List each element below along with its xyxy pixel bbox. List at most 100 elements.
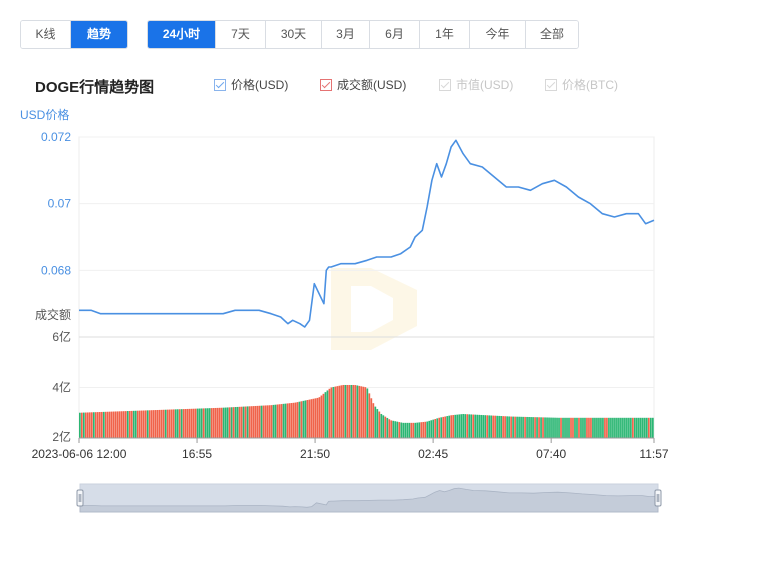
legend-price-usd[interactable]: 价格(USD): [214, 76, 288, 93]
volume-bar: [170, 409, 173, 438]
range-all[interactable]: 全部: [526, 21, 578, 48]
volume-bar: [326, 390, 329, 438]
volume-bar: [352, 384, 355, 438]
volume-bars: [79, 384, 654, 438]
volume-bar: [216, 407, 219, 438]
volume-bar: [264, 405, 267, 438]
volume-bar: [182, 409, 185, 438]
volume-bar: [426, 421, 429, 438]
volume-bar: [544, 417, 546, 438]
volume-bar: [510, 416, 512, 438]
volume-bar: [518, 416, 520, 438]
volume-bar: [566, 417, 568, 438]
volume-bar: [296, 402, 299, 438]
volume-bar: [616, 417, 618, 438]
volume-bar: [462, 414, 465, 438]
volume-bar: [150, 410, 153, 438]
volume-bar: [320, 395, 323, 438]
volume-bar: [488, 415, 490, 438]
volume-bar: [460, 414, 463, 438]
volume-bar: [534, 417, 536, 438]
volume-bar: [126, 411, 129, 438]
legend-marketcap-usd[interactable]: 市值(USD): [439, 76, 513, 93]
volume-bar: [302, 400, 305, 438]
range-3m[interactable]: 3月: [322, 21, 370, 48]
navigator-right-handle[interactable]: [654, 489, 662, 507]
tab-trend[interactable]: 趋势: [71, 21, 127, 48]
volume-bar: [272, 404, 275, 438]
checkbox-disabled-icon[interactable]: [545, 78, 557, 91]
range-24h[interactable]: 24小时: [148, 21, 216, 48]
volume-bar: [438, 417, 441, 438]
volume-bar: [638, 417, 640, 438]
range-ytd[interactable]: 今年: [470, 21, 526, 48]
volume-bar: [578, 417, 580, 438]
volume-bar: [402, 422, 405, 438]
volume-bar: [192, 408, 195, 438]
volume-bar: [608, 417, 610, 438]
volume-bar: [90, 412, 93, 438]
volume-bar: [540, 417, 542, 438]
volume-bar: [376, 409, 379, 438]
volume-bar: [354, 385, 357, 438]
volume-bar: [344, 384, 347, 438]
volume-bar: [200, 408, 203, 438]
navigator-left-handle[interactable]: [76, 489, 84, 507]
checkbox-disabled-icon[interactable]: [439, 78, 451, 91]
volume-bar: [160, 409, 163, 438]
range-30d[interactable]: 30天: [266, 21, 322, 48]
volume-bar: [418, 422, 421, 438]
volume-bar: [292, 402, 295, 438]
volume-bar: [316, 397, 319, 438]
volume-bar: [334, 386, 337, 438]
volume-bar: [386, 417, 389, 438]
volume-bar: [406, 422, 409, 438]
range-navigator[interactable]: [76, 483, 662, 513]
volume-bar: [490, 415, 492, 438]
volume-bar: [480, 414, 482, 438]
volume-bar: [220, 407, 223, 438]
legend-label: 市值(USD): [456, 78, 514, 92]
tab-kline[interactable]: K线: [21, 21, 71, 48]
volume-bar: [642, 417, 644, 438]
volume-bar: [560, 417, 562, 438]
volume-bar: [168, 409, 171, 438]
checkbox-checked-icon[interactable]: [214, 78, 226, 91]
volume-bar: [266, 405, 269, 438]
volume-bar: [132, 410, 135, 438]
volume-bar: [222, 407, 225, 438]
volume-bar: [290, 403, 293, 438]
legend-price-btc[interactable]: 价格(BTC): [545, 76, 618, 93]
volume-bar: [218, 407, 221, 438]
checkbox-checked-icon[interactable]: [320, 78, 332, 91]
volume-bar: [652, 417, 654, 438]
legend-volume-usd[interactable]: 成交额(USD): [320, 76, 406, 93]
volume-bar: [356, 385, 359, 438]
volume-bar: [556, 417, 558, 438]
volume-bar: [572, 417, 574, 438]
volume-bar: [506, 416, 508, 438]
volume-bar: [474, 414, 477, 438]
volume-bar: [148, 410, 151, 438]
volume-bar: [120, 411, 123, 438]
volume-bar: [284, 403, 287, 438]
volume-bar: [454, 414, 457, 438]
volume-bar: [190, 408, 193, 438]
volume-bar: [156, 409, 159, 438]
volume-bar: [79, 412, 81, 438]
volume-bar: [348, 384, 351, 438]
chart-title: DOGE行情趋势图: [35, 79, 155, 96]
volume-bar: [564, 417, 566, 438]
volume-bar: [268, 405, 271, 438]
range-1y[interactable]: 1年: [420, 21, 470, 48]
volume-bar: [504, 416, 506, 438]
range-6m[interactable]: 6月: [370, 21, 420, 48]
volume-bar: [436, 418, 439, 438]
legend-label: 价格(USD): [231, 78, 289, 92]
volume-bar: [300, 401, 303, 438]
range-7d[interactable]: 7天: [216, 21, 266, 48]
volume-bar: [276, 404, 279, 438]
volume-bar: [310, 399, 313, 438]
volume-bar: [330, 387, 333, 438]
volume-bar: [270, 405, 273, 438]
